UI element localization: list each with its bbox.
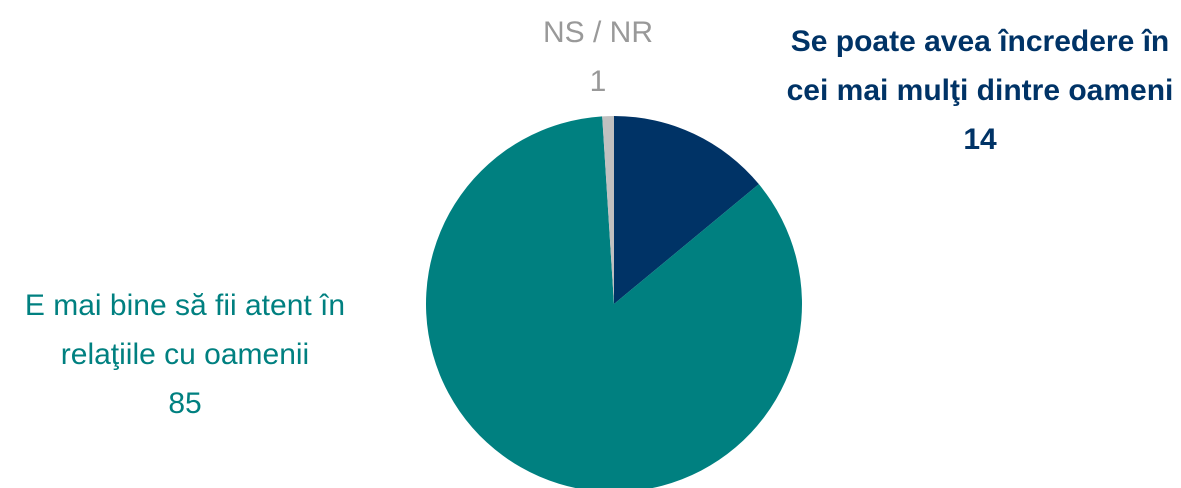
pie-slice xyxy=(614,116,759,304)
value-label: 14 xyxy=(963,123,997,156)
category-name: E mai bine să fii atent în relaţiile cu … xyxy=(24,289,346,371)
pie-slice xyxy=(426,116,802,488)
category-name: Se poate avea încredere în cei mai mulţi… xyxy=(786,25,1174,107)
category-name: NS / NR xyxy=(542,16,653,49)
slice-label: NS / NR 1 xyxy=(498,8,698,106)
slice-label: E mai bine să fii atent în relaţiile cu … xyxy=(0,281,370,428)
value-label: 1 xyxy=(589,65,607,98)
value-label: 85 xyxy=(168,387,202,420)
slice-label: Se poate avea încredere în cei mai mulţi… xyxy=(770,17,1181,164)
pie-slice xyxy=(602,116,614,304)
